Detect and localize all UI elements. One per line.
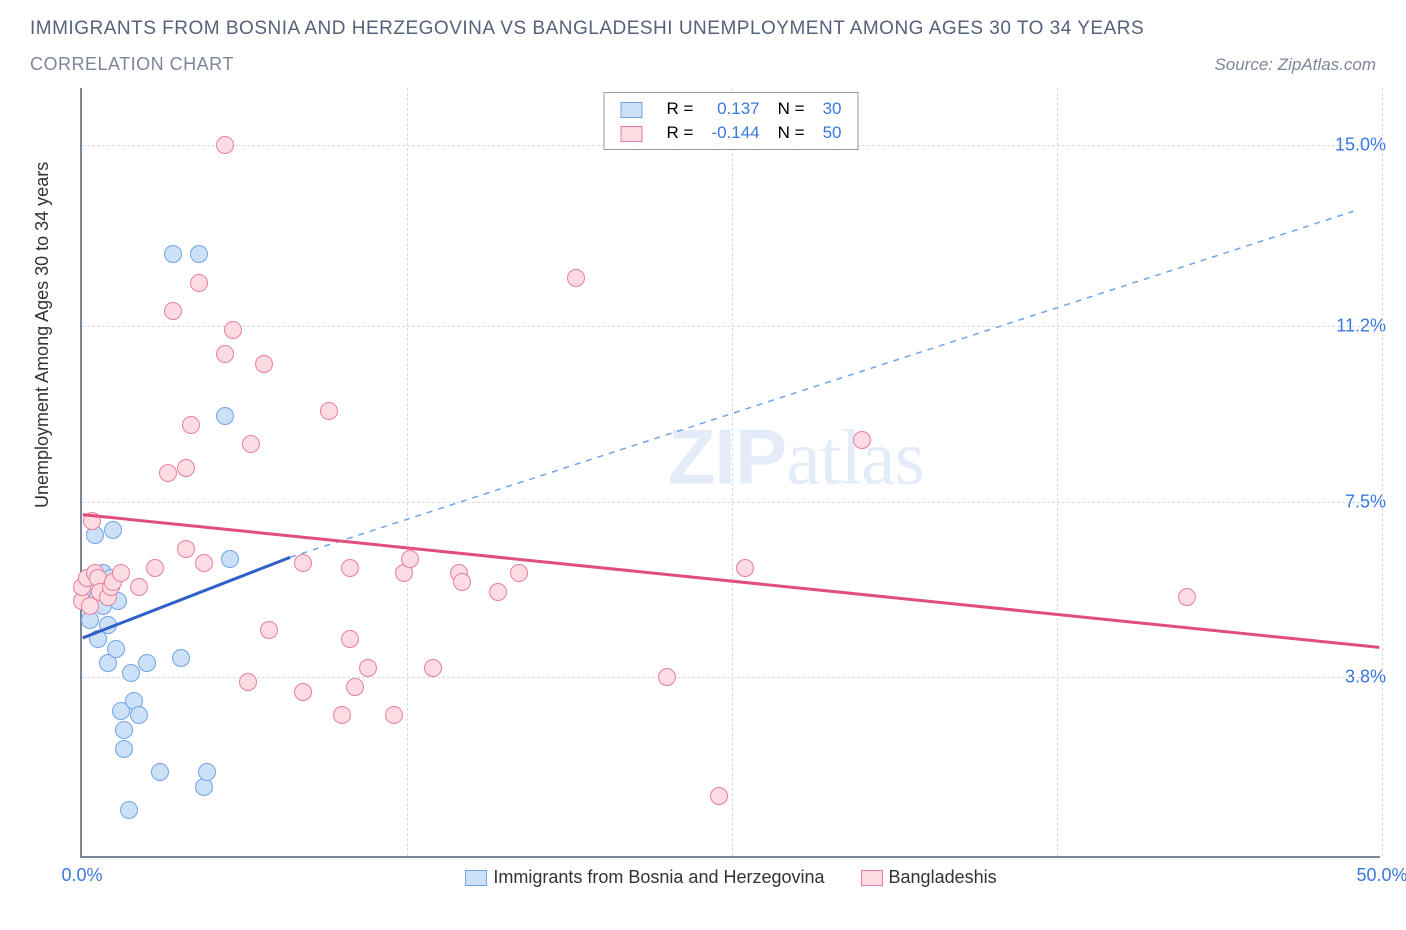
legend-n-value: 30 [815, 98, 850, 120]
legend-row: R =-0.144N =50 [613, 122, 850, 144]
source-label: Source: [1214, 55, 1277, 74]
legend-row: R =0.137N =30 [613, 98, 850, 120]
data-point [190, 274, 208, 292]
legend-series: Immigrants from Bosnia and Herzegovina Ba… [82, 867, 1380, 888]
data-point [736, 559, 754, 577]
data-point [255, 355, 273, 373]
watermark-light: atlas [786, 413, 924, 500]
data-point [164, 245, 182, 263]
data-point [567, 269, 585, 287]
data-point [159, 464, 177, 482]
data-point [115, 721, 133, 739]
watermark: ZIPatlas [668, 411, 924, 502]
legend-r-value: 0.137 [703, 98, 767, 120]
legend-n-value: 50 [815, 122, 850, 144]
y-tick-label: 3.8% [1306, 667, 1386, 688]
gridline-vertical [1057, 88, 1058, 856]
data-point [115, 740, 133, 758]
data-point [424, 659, 442, 677]
data-point [195, 554, 213, 572]
data-point [658, 668, 676, 686]
legend-table: R =0.137N =30R =-0.144N =50 [611, 96, 852, 146]
legend-correlation: R =0.137N =30R =-0.144N =50 [604, 92, 859, 150]
data-point [172, 649, 190, 667]
chart-container: Unemployment Among Ages 30 to 34 years Z… [50, 88, 1390, 898]
y-axis-label: Unemployment Among Ages 30 to 34 years [32, 162, 53, 508]
watermark-bold: ZIP [668, 412, 786, 500]
data-point [216, 345, 234, 363]
x-tick-label: 50.0% [1342, 865, 1406, 886]
chart-subtitle: CORRELATION CHART [30, 54, 234, 75]
data-point [120, 801, 138, 819]
data-point [320, 402, 338, 420]
data-point [107, 640, 125, 658]
gridline-vertical [407, 88, 408, 856]
data-point [216, 407, 234, 425]
y-tick-label: 15.0% [1306, 135, 1386, 156]
legend-swatch [621, 126, 643, 142]
data-point [112, 564, 130, 582]
data-point [130, 706, 148, 724]
data-point [710, 787, 728, 805]
legend-r-label: R = [659, 98, 702, 120]
data-point [453, 573, 471, 591]
data-point [341, 630, 359, 648]
gridline-horizontal [82, 502, 1380, 503]
data-point [401, 550, 419, 568]
source-name: ZipAtlas.com [1278, 55, 1376, 74]
chart-title: IMMIGRANTS FROM BOSNIA AND HERZEGOVINA V… [30, 18, 1376, 40]
data-point [341, 559, 359, 577]
gridline-vertical [1382, 88, 1383, 856]
data-point [130, 578, 148, 596]
legend-series-label: Bangladeshis [889, 867, 997, 887]
data-point [182, 416, 200, 434]
data-point [146, 559, 164, 577]
gridline-vertical [732, 88, 733, 856]
trend-lines [82, 88, 1380, 856]
y-tick-label: 7.5% [1306, 491, 1386, 512]
legend-swatch [861, 870, 883, 886]
data-point [294, 683, 312, 701]
plot-area: ZIPatlas R =0.137N =30R =-0.144N =50 Imm… [80, 88, 1380, 858]
data-point [221, 550, 239, 568]
legend-n-label: N = [770, 98, 813, 120]
data-point [164, 302, 182, 320]
data-point [104, 521, 122, 539]
gridline-horizontal [82, 326, 1380, 327]
data-point [198, 763, 216, 781]
data-point [224, 321, 242, 339]
legend-series-label: Immigrants from Bosnia and Herzegovina [493, 867, 824, 887]
gridline-horizontal [82, 677, 1380, 678]
y-tick-label: 11.2% [1306, 315, 1386, 336]
data-point [385, 706, 403, 724]
legend-r-value: -0.144 [703, 122, 767, 144]
data-point [346, 678, 364, 696]
data-point [99, 616, 117, 634]
data-point [489, 583, 507, 601]
data-point [333, 706, 351, 724]
data-point [294, 554, 312, 572]
data-point [177, 540, 195, 558]
source-attribution: Source: ZipAtlas.com [1214, 55, 1376, 75]
legend-swatch [465, 870, 487, 886]
data-point [510, 564, 528, 582]
data-point [853, 431, 871, 449]
data-point [177, 459, 195, 477]
data-point [83, 512, 101, 530]
data-point [260, 621, 278, 639]
legend-n-label: N = [770, 122, 813, 144]
legend-series-item: Immigrants from Bosnia and Herzegovina [465, 867, 824, 888]
legend-swatch [621, 102, 643, 118]
legend-series-item: Bangladeshis [861, 867, 997, 888]
data-point [359, 659, 377, 677]
legend-r-label: R = [659, 122, 702, 144]
data-point [1178, 588, 1196, 606]
data-point [190, 245, 208, 263]
data-point [216, 136, 234, 154]
x-tick-label: 0.0% [42, 865, 122, 886]
data-point [138, 654, 156, 672]
data-point [239, 673, 257, 691]
data-point [242, 435, 260, 453]
data-point [151, 763, 169, 781]
